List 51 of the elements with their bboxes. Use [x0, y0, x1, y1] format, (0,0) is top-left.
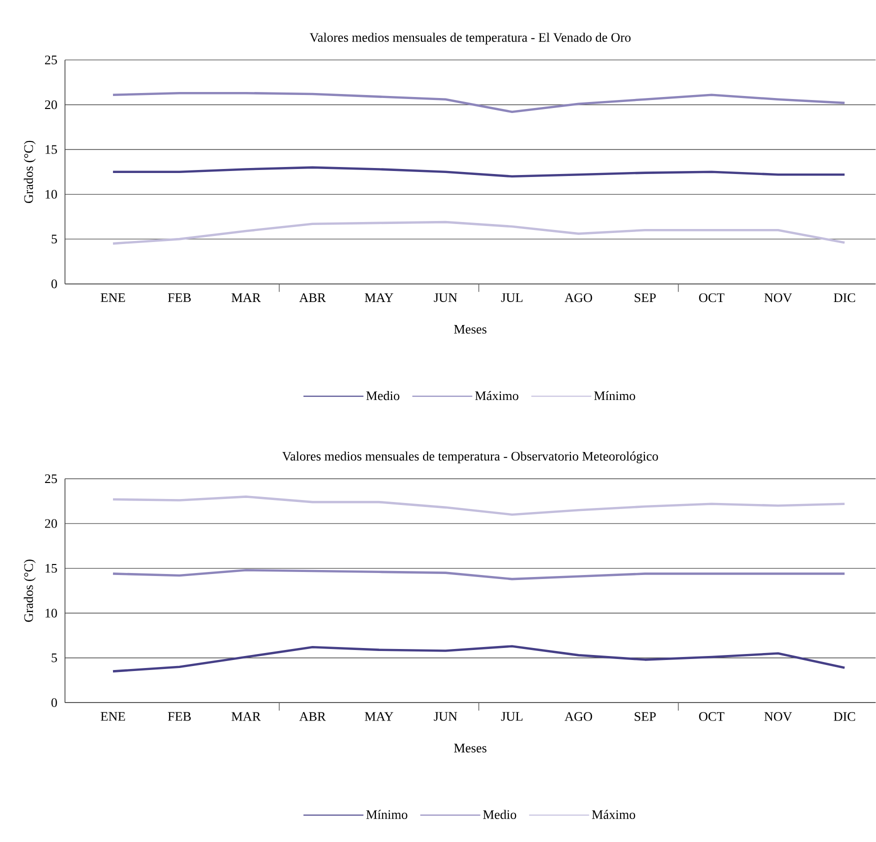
- chart-title: Valores medios mensuales de temperatura - El Venado de Oro: [310, 32, 631, 45]
- chart-title: Valores medios mensuales de temperatura - Observatorio Meteorológico: [282, 452, 658, 464]
- x-tick-label: OCT: [699, 294, 724, 302]
- x-tick-label: ABR: [299, 712, 326, 721]
- y-tick-label: 10: [46, 190, 57, 199]
- x-tick-label: FEB: [168, 294, 191, 302]
- x-tick-label: ENE: [100, 294, 125, 302]
- legend-label: Mínimo: [594, 391, 636, 400]
- y-tick-label: 0: [51, 280, 57, 288]
- x-tick-label: OCT: [699, 712, 724, 722]
- x-tick-label: ABR: [299, 294, 326, 302]
- y-tick-label: 5: [52, 234, 57, 244]
- x-tick-label: MAY: [364, 294, 394, 302]
- y-tick-label: 15: [46, 564, 57, 573]
- x-tick-label: FEB: [168, 712, 191, 721]
- legend-label: Mínimo: [366, 810, 408, 820]
- y-tick-label: 5: [52, 654, 57, 662]
- y-tick-label: 15: [46, 145, 57, 154]
- x-tick-label: SEP: [634, 712, 656, 722]
- y-tick-label: 25: [45, 56, 57, 65]
- line-series: [112, 166, 846, 178]
- line-series: [112, 496, 846, 516]
- y-axis-title: Grados (°C): [24, 560, 36, 622]
- x-tick-label: SEP: [634, 294, 656, 302]
- y-tick-label: 25: [45, 474, 57, 484]
- x-tick-label: JUN: [434, 712, 458, 722]
- x-tick-label: NOV: [764, 712, 792, 722]
- x-tick-label: JUL: [501, 712, 522, 722]
- y-tick-label: 10: [46, 608, 57, 618]
- x-tick-label: AGO: [564, 294, 592, 302]
- x-tick-label: NOV: [764, 294, 792, 302]
- y-tick-label: 0: [51, 698, 57, 708]
- x-tick-label: DIC: [834, 294, 856, 302]
- legend-label: Máximo: [592, 810, 636, 820]
- legend-label: Medio: [366, 391, 400, 400]
- x-axis-title: Meses: [454, 744, 486, 753]
- y-tick-label: 20: [45, 100, 57, 110]
- y-tick-label: 20: [45, 519, 57, 528]
- x-tick-label: AGO: [564, 712, 592, 722]
- line-series: [112, 92, 846, 114]
- x-tick-label: MAY: [364, 712, 394, 721]
- y-axis-title: Grados (°C): [24, 141, 36, 204]
- legend-label: Medio: [483, 810, 516, 820]
- legend-label: Máximo: [475, 391, 518, 400]
- x-tick-label: DIC: [834, 712, 856, 722]
- x-tick-label: ENE: [100, 712, 125, 721]
- x-tick-label: MAR: [232, 712, 261, 721]
- x-tick-label: MAR: [232, 294, 261, 302]
- x-axis-title: Meses: [454, 325, 486, 334]
- x-tick-label: JUN: [434, 294, 458, 302]
- x-tick-label: JUL: [501, 294, 522, 302]
